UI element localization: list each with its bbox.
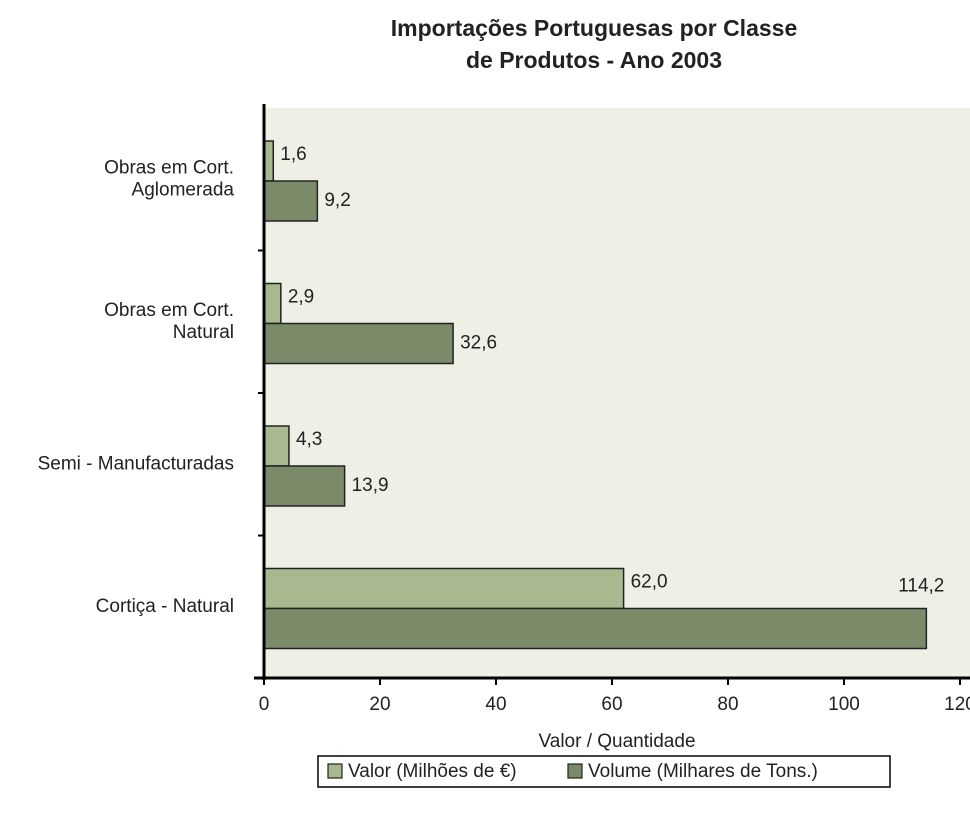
bar bbox=[263, 465, 346, 507]
chart-title: de Produtos - Ano 2003 bbox=[466, 47, 722, 73]
bar bbox=[263, 607, 928, 650]
bar bbox=[263, 425, 290, 467]
y-tick-label: Obras em Cort. bbox=[104, 300, 234, 321]
chart-title: Importações Portuguesas por Classe bbox=[391, 15, 797, 41]
x-tick-label: 100 bbox=[828, 694, 860, 715]
value-label: 62,0 bbox=[631, 572, 668, 593]
bar bbox=[263, 322, 454, 365]
x-tick-label: 80 bbox=[717, 694, 738, 715]
legend-swatch bbox=[567, 763, 583, 779]
x-tick-label: 40 bbox=[485, 694, 506, 715]
value-label: 1,6 bbox=[280, 144, 306, 165]
bar bbox=[263, 282, 282, 325]
legend-swatch bbox=[327, 763, 343, 779]
value-label: 32,6 bbox=[460, 333, 497, 354]
x-tick-label: 0 bbox=[259, 694, 270, 715]
value-label: 114,2 bbox=[898, 576, 944, 597]
bar bbox=[263, 180, 319, 222]
x-tick-label: 120 bbox=[944, 694, 970, 715]
y-tick-label: Natural bbox=[173, 322, 234, 343]
x-tick-label: 60 bbox=[601, 694, 622, 715]
bar bbox=[263, 567, 625, 610]
value-label: 13,9 bbox=[352, 475, 389, 496]
y-tick-label: Aglomerada bbox=[132, 179, 235, 200]
value-label: 2,9 bbox=[288, 287, 314, 308]
value-label: 4,3 bbox=[296, 429, 322, 450]
x-tick-label: 20 bbox=[369, 694, 390, 715]
legend-box bbox=[317, 755, 891, 788]
legend-label: Volume (Milhares de Tons.) bbox=[588, 761, 818, 782]
x-axis-label: Valor / Quantidade bbox=[538, 731, 695, 752]
y-tick-label: Semi - Manufacturadas bbox=[38, 453, 234, 474]
value-label: 9,2 bbox=[324, 190, 350, 211]
y-tick-label: Cortiça - Natural bbox=[96, 596, 234, 617]
y-tick-label: Obras em Cort. bbox=[104, 157, 234, 178]
legend-label: Valor (Milhões de €) bbox=[348, 761, 517, 782]
